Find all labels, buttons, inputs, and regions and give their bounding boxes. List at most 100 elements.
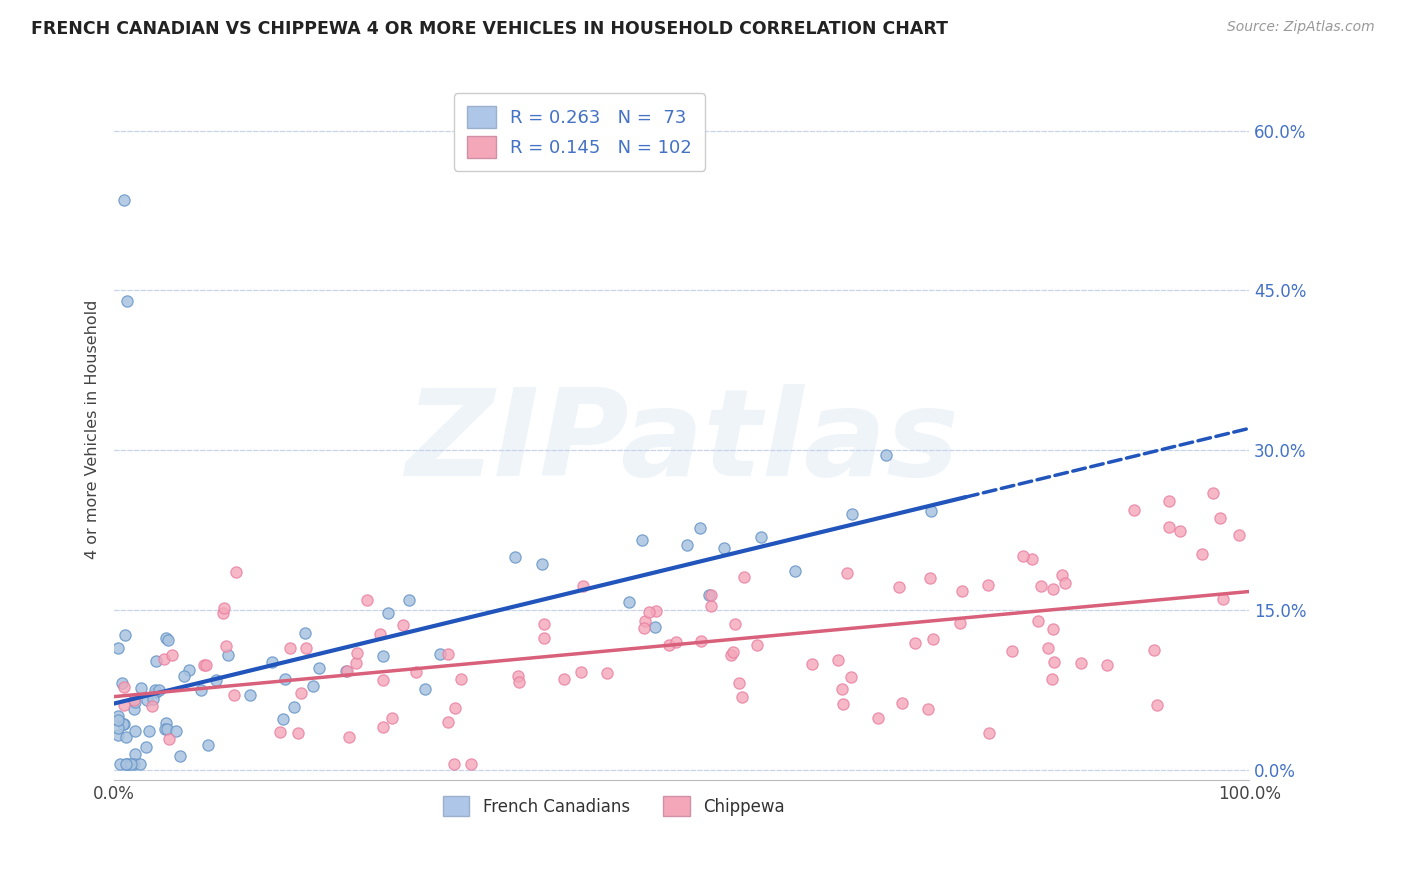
Point: [917, 702, 939, 716]
Point: [800, 657, 823, 671]
Point: [503, 549, 526, 564]
Point: [155, 632, 177, 646]
Point: [1052, 568, 1074, 582]
Text: ZIPatlas: ZIPatlas: [405, 384, 959, 501]
Point: [949, 616, 972, 631]
Point: [287, 725, 309, 739]
Point: [308, 660, 330, 674]
Point: [141, 698, 163, 713]
Point: [733, 569, 755, 583]
Point: [1029, 579, 1052, 593]
Point: [112, 193, 135, 207]
Point: [112, 680, 135, 694]
Point: [344, 656, 367, 670]
Point: [1170, 524, 1192, 538]
Point: [371, 649, 394, 664]
Point: [645, 605, 668, 619]
Y-axis label: 4 or more Vehicles in Household: 4 or more Vehicles in Household: [86, 299, 100, 558]
Point: [831, 682, 853, 697]
Point: [437, 647, 460, 661]
Point: [278, 640, 301, 655]
Point: [143, 683, 166, 698]
Point: [1001, 644, 1024, 658]
Point: [875, 448, 897, 462]
Point: [197, 738, 219, 752]
Point: [1054, 576, 1077, 591]
Point: [721, 645, 744, 659]
Point: [160, 648, 183, 662]
Point: [215, 640, 238, 654]
Point: [1012, 549, 1035, 564]
Point: [114, 731, 136, 745]
Point: [1157, 520, 1180, 534]
Point: [1021, 552, 1043, 566]
Point: [124, 695, 146, 709]
Point: [114, 628, 136, 642]
Point: [699, 599, 721, 613]
Point: [108, 757, 131, 772]
Point: [617, 595, 640, 609]
Point: [638, 605, 661, 619]
Point: [157, 731, 180, 746]
Point: [1191, 547, 1213, 561]
Point: [142, 692, 165, 706]
Point: [569, 665, 592, 680]
Text: FRENCH CANADIAN VS CHIPPEWA 4 OR MORE VEHICLES IN HOUSEHOLD CORRELATION CHART: FRENCH CANADIAN VS CHIPPEWA 4 OR MORE VE…: [31, 20, 948, 37]
Point: [211, 606, 233, 620]
Point: [676, 538, 699, 552]
Point: [835, 566, 858, 580]
Point: [114, 757, 136, 772]
Point: [271, 712, 294, 726]
Point: [749, 530, 772, 544]
Point: [508, 669, 530, 683]
Point: [841, 507, 863, 521]
Point: [120, 757, 142, 772]
Point: [217, 648, 239, 662]
Point: [572, 579, 595, 593]
Point: [785, 565, 807, 579]
Point: [889, 580, 911, 594]
Point: [193, 658, 215, 673]
Point: [1042, 582, 1064, 597]
Point: [156, 722, 179, 736]
Point: [553, 672, 575, 686]
Point: [115, 294, 138, 309]
Point: [107, 721, 129, 735]
Point: [381, 711, 404, 725]
Point: [533, 632, 555, 646]
Point: [346, 646, 368, 660]
Point: [136, 692, 159, 706]
Point: [391, 618, 413, 632]
Point: [112, 717, 135, 731]
Point: [138, 723, 160, 738]
Point: [1043, 655, 1066, 669]
Point: [1038, 641, 1060, 656]
Point: [1202, 485, 1225, 500]
Point: [1142, 643, 1164, 657]
Point: [225, 566, 247, 580]
Point: [658, 638, 681, 652]
Point: [405, 665, 427, 680]
Point: [337, 730, 360, 744]
Point: [1209, 511, 1232, 525]
Point: [156, 633, 179, 648]
Point: [1040, 672, 1063, 686]
Point: [697, 588, 720, 602]
Point: [631, 533, 654, 547]
Point: [195, 657, 218, 672]
Point: [533, 616, 555, 631]
Point: [368, 626, 391, 640]
Point: [700, 588, 723, 602]
Point: [1146, 698, 1168, 713]
Point: [302, 679, 325, 693]
Point: [295, 641, 318, 656]
Point: [124, 723, 146, 738]
Point: [720, 648, 742, 662]
Point: [952, 584, 974, 599]
Point: [114, 757, 136, 772]
Point: [129, 681, 152, 696]
Point: [177, 663, 200, 677]
Point: [508, 675, 530, 690]
Point: [977, 577, 1000, 591]
Point: [155, 716, 177, 731]
